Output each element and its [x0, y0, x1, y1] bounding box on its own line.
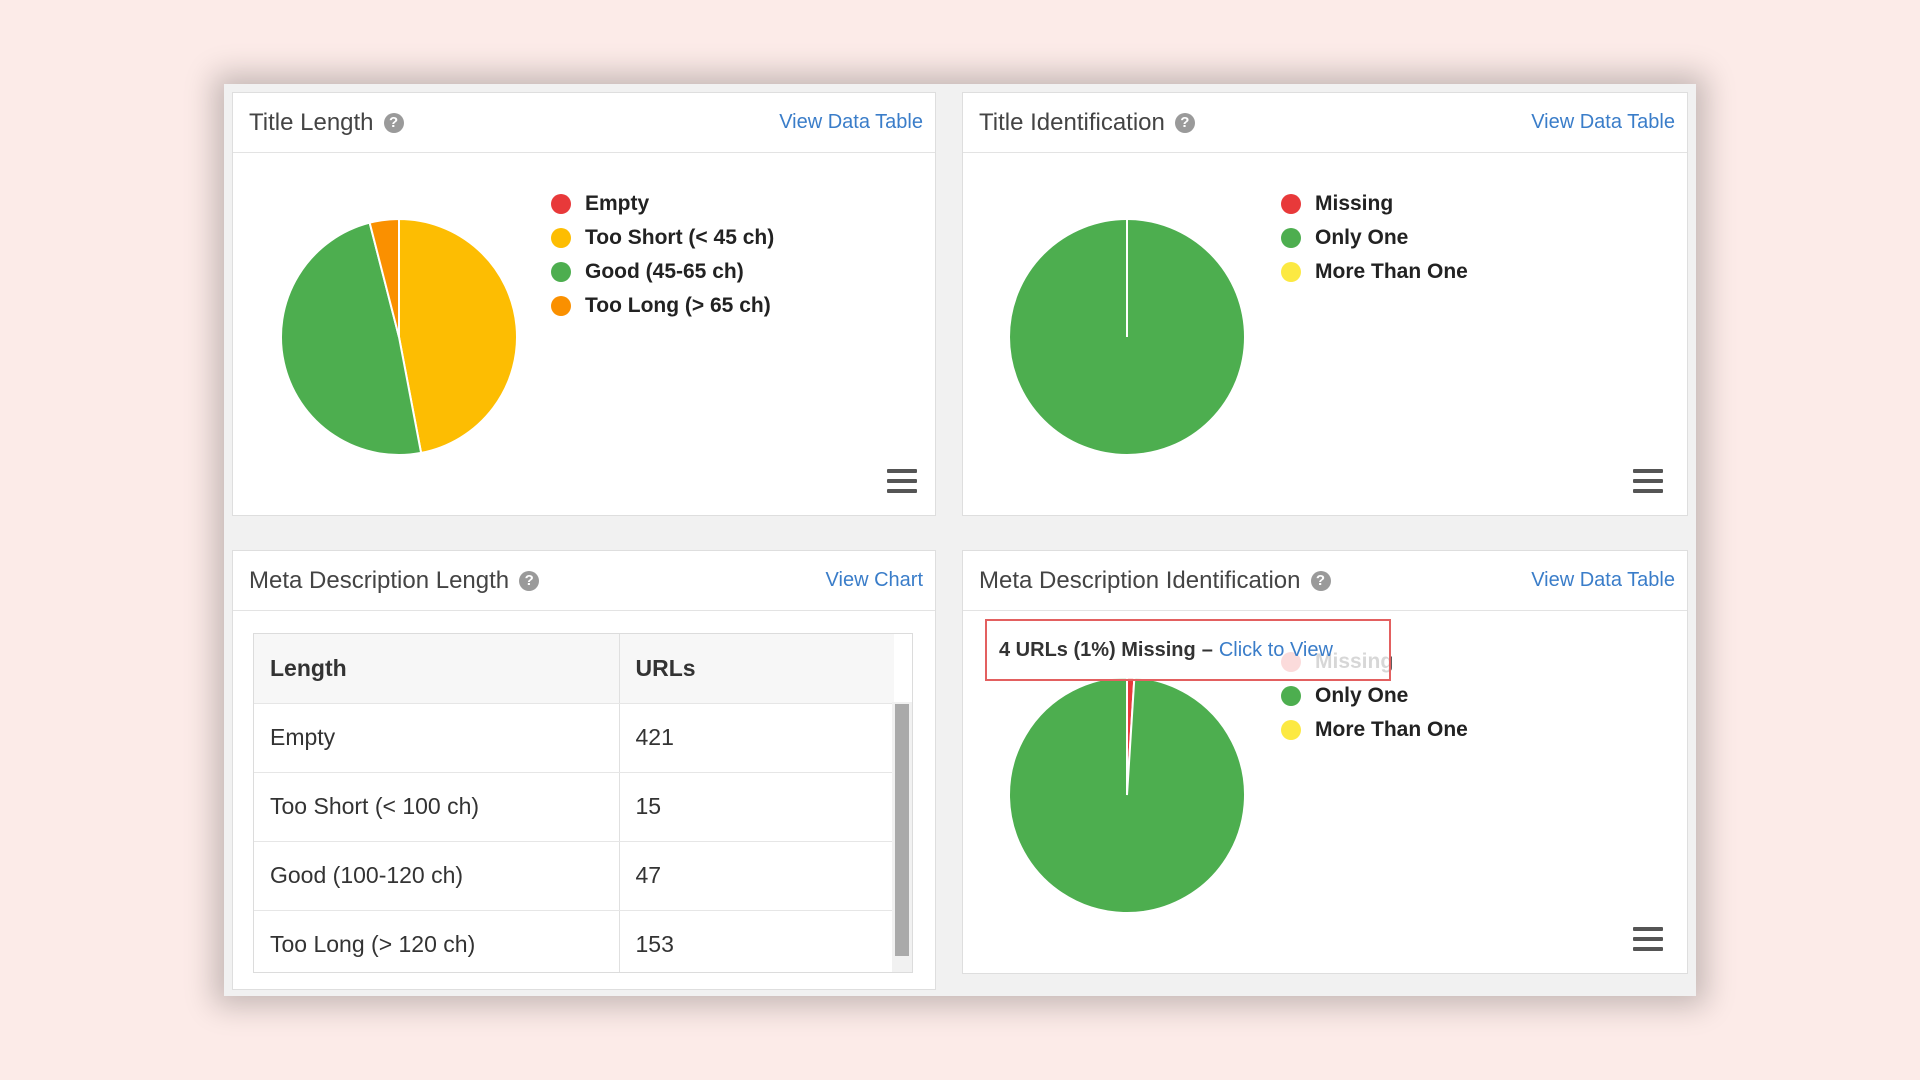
- panel-title: Meta Description Length ?: [249, 566, 540, 595]
- title-identification-legend: Missing Only One More Than One: [1281, 187, 1468, 289]
- meta-description-length-table: Length URLs Empty 421 Too Short (< 100 c…: [254, 634, 894, 972]
- column-header-urls[interactable]: URLs: [619, 634, 894, 704]
- legend-dot-icon: [551, 262, 571, 282]
- legend-dot-icon: [551, 228, 571, 248]
- chart-tooltip: 4 URLs (1%) Missing – Click to View: [985, 619, 1391, 681]
- legend-item[interactable]: More Than One: [1281, 713, 1468, 747]
- table-scrollbar[interactable]: [892, 702, 912, 972]
- table-row[interactable]: Empty 421: [254, 703, 894, 773]
- pie-slice-too-short-45-ch[interactable]: [398, 217, 518, 455]
- legend-item[interactable]: Only One: [1281, 221, 1468, 255]
- legend-label: Too Long (> 65 ch): [585, 294, 771, 317]
- panel-title-text: Title Identification: [979, 108, 1165, 136]
- panel-header: Title Identification ? View Data Table: [963, 93, 1687, 153]
- legend-label: Too Short (< 45 ch): [585, 226, 775, 249]
- title-length-panel: Title Length ? View Data Table Empty Too …: [232, 92, 936, 516]
- legend-dot-icon: [551, 194, 571, 214]
- legend-label: More Than One: [1315, 260, 1468, 283]
- view-data-table-link[interactable]: View Data Table: [1531, 569, 1675, 591]
- legend-item[interactable]: Too Long (> 65 ch): [551, 289, 774, 323]
- table-row[interactable]: Good (100-120 ch) 47: [254, 841, 894, 911]
- table-cell: 153: [619, 910, 894, 972]
- legend-label: Empty: [585, 192, 650, 215]
- title-identification-panel: Title Identification ? View Data Table M…: [962, 92, 1688, 516]
- meta-description-identification-panel: Meta Description Identification ? View D…: [962, 550, 1688, 974]
- meta-description-identification-pie-chart[interactable]: [979, 647, 1275, 943]
- legend-item[interactable]: More Than One: [1281, 255, 1468, 289]
- column-header-length[interactable]: Length: [254, 634, 620, 704]
- legend-item[interactable]: Too Short (< 45 ch): [551, 221, 774, 255]
- table-row[interactable]: Too Short (< 100 ch) 15: [254, 772, 894, 842]
- table-cell: Good (100-120 ch): [254, 841, 620, 911]
- table-row[interactable]: Too Long (> 120 ch) 153: [254, 910, 894, 972]
- click-to-view-link[interactable]: Click to View: [1218, 638, 1333, 661]
- panel-title-text: Meta Description Identification: [979, 566, 1301, 594]
- table-cell: 15: [619, 772, 894, 842]
- scrollbar-thumb[interactable]: [895, 704, 909, 956]
- table-cell: 47: [619, 841, 894, 911]
- legend-dot-icon: [1281, 228, 1301, 248]
- pie-slice-good-45-65-ch[interactable]: [280, 221, 423, 456]
- legend-label: Good (45-65 ch): [585, 260, 744, 283]
- table-cell: 421: [619, 703, 894, 773]
- legend-label: More Than One: [1315, 718, 1468, 741]
- panel-header: Meta Description Identification ? View D…: [963, 551, 1687, 611]
- chart-menu-icon[interactable]: [1633, 469, 1663, 493]
- legend-item[interactable]: Missing: [1281, 187, 1468, 221]
- legend-item[interactable]: Only One: [1281, 679, 1468, 713]
- title-identification-pie-chart[interactable]: [979, 189, 1275, 485]
- view-chart-link[interactable]: View Chart: [825, 569, 923, 591]
- help-icon[interactable]: ?: [383, 112, 404, 133]
- legend-dot-icon: [1281, 720, 1301, 740]
- dashboard-frame: Title Length ? View Data Table Empty Too …: [224, 84, 1696, 996]
- panel-title-text: Title Length: [249, 108, 374, 136]
- table-header-row: Length URLs: [254, 634, 894, 704]
- panel-title: Title Length ?: [249, 109, 404, 137]
- title-length-legend: Empty Too Short (< 45 ch) Good (45-65 ch) T…: [551, 187, 774, 323]
- view-data-table-link[interactable]: View Data Table: [1531, 111, 1675, 133]
- help-icon[interactable]: ?: [1174, 112, 1195, 133]
- panel-title: Meta Description Identification ?: [979, 567, 1331, 595]
- legend-item[interactable]: Empty: [551, 187, 774, 221]
- legend-label: Missing: [1315, 192, 1394, 215]
- help-icon[interactable]: ?: [519, 570, 540, 591]
- help-icon[interactable]: ?: [1310, 570, 1331, 591]
- legend-item[interactable]: Good (45-65 ch): [551, 255, 774, 289]
- title-length-pie-chart[interactable]: [251, 189, 547, 485]
- tooltip-separator: –: [1201, 638, 1213, 661]
- table-cell: Empty: [254, 703, 620, 773]
- legend-label: Only One: [1315, 226, 1409, 249]
- legend-dot-icon: [1281, 194, 1301, 214]
- panel-title: Title Identification ?: [979, 109, 1195, 137]
- chart-menu-icon[interactable]: [1633, 927, 1663, 951]
- panel-title-text: Meta Description Length: [249, 566, 510, 594]
- table-cell: Too Short (< 100 ch): [254, 772, 620, 842]
- legend-dot-icon: [1281, 262, 1301, 282]
- legend-dot-icon: [1281, 686, 1301, 706]
- meta-description-length-table-container: Length URLs Empty 421 Too Short (< 100 c…: [253, 633, 913, 973]
- legend-dot-icon: [551, 296, 571, 316]
- legend-label: Only One: [1315, 684, 1409, 707]
- view-data-table-link[interactable]: View Data Table: [779, 111, 923, 133]
- chart-menu-icon[interactable]: [887, 469, 917, 493]
- panel-header: Meta Description Length ? View Chart: [233, 551, 935, 611]
- panel-header: Title Length ? View Data Table: [233, 93, 935, 153]
- tooltip-text: 4 URLs (1%) Missing: [999, 638, 1196, 661]
- table-cell: Too Long (> 120 ch): [254, 910, 620, 972]
- meta-description-length-panel: Meta Description Length ? View Chart Len…: [232, 550, 936, 990]
